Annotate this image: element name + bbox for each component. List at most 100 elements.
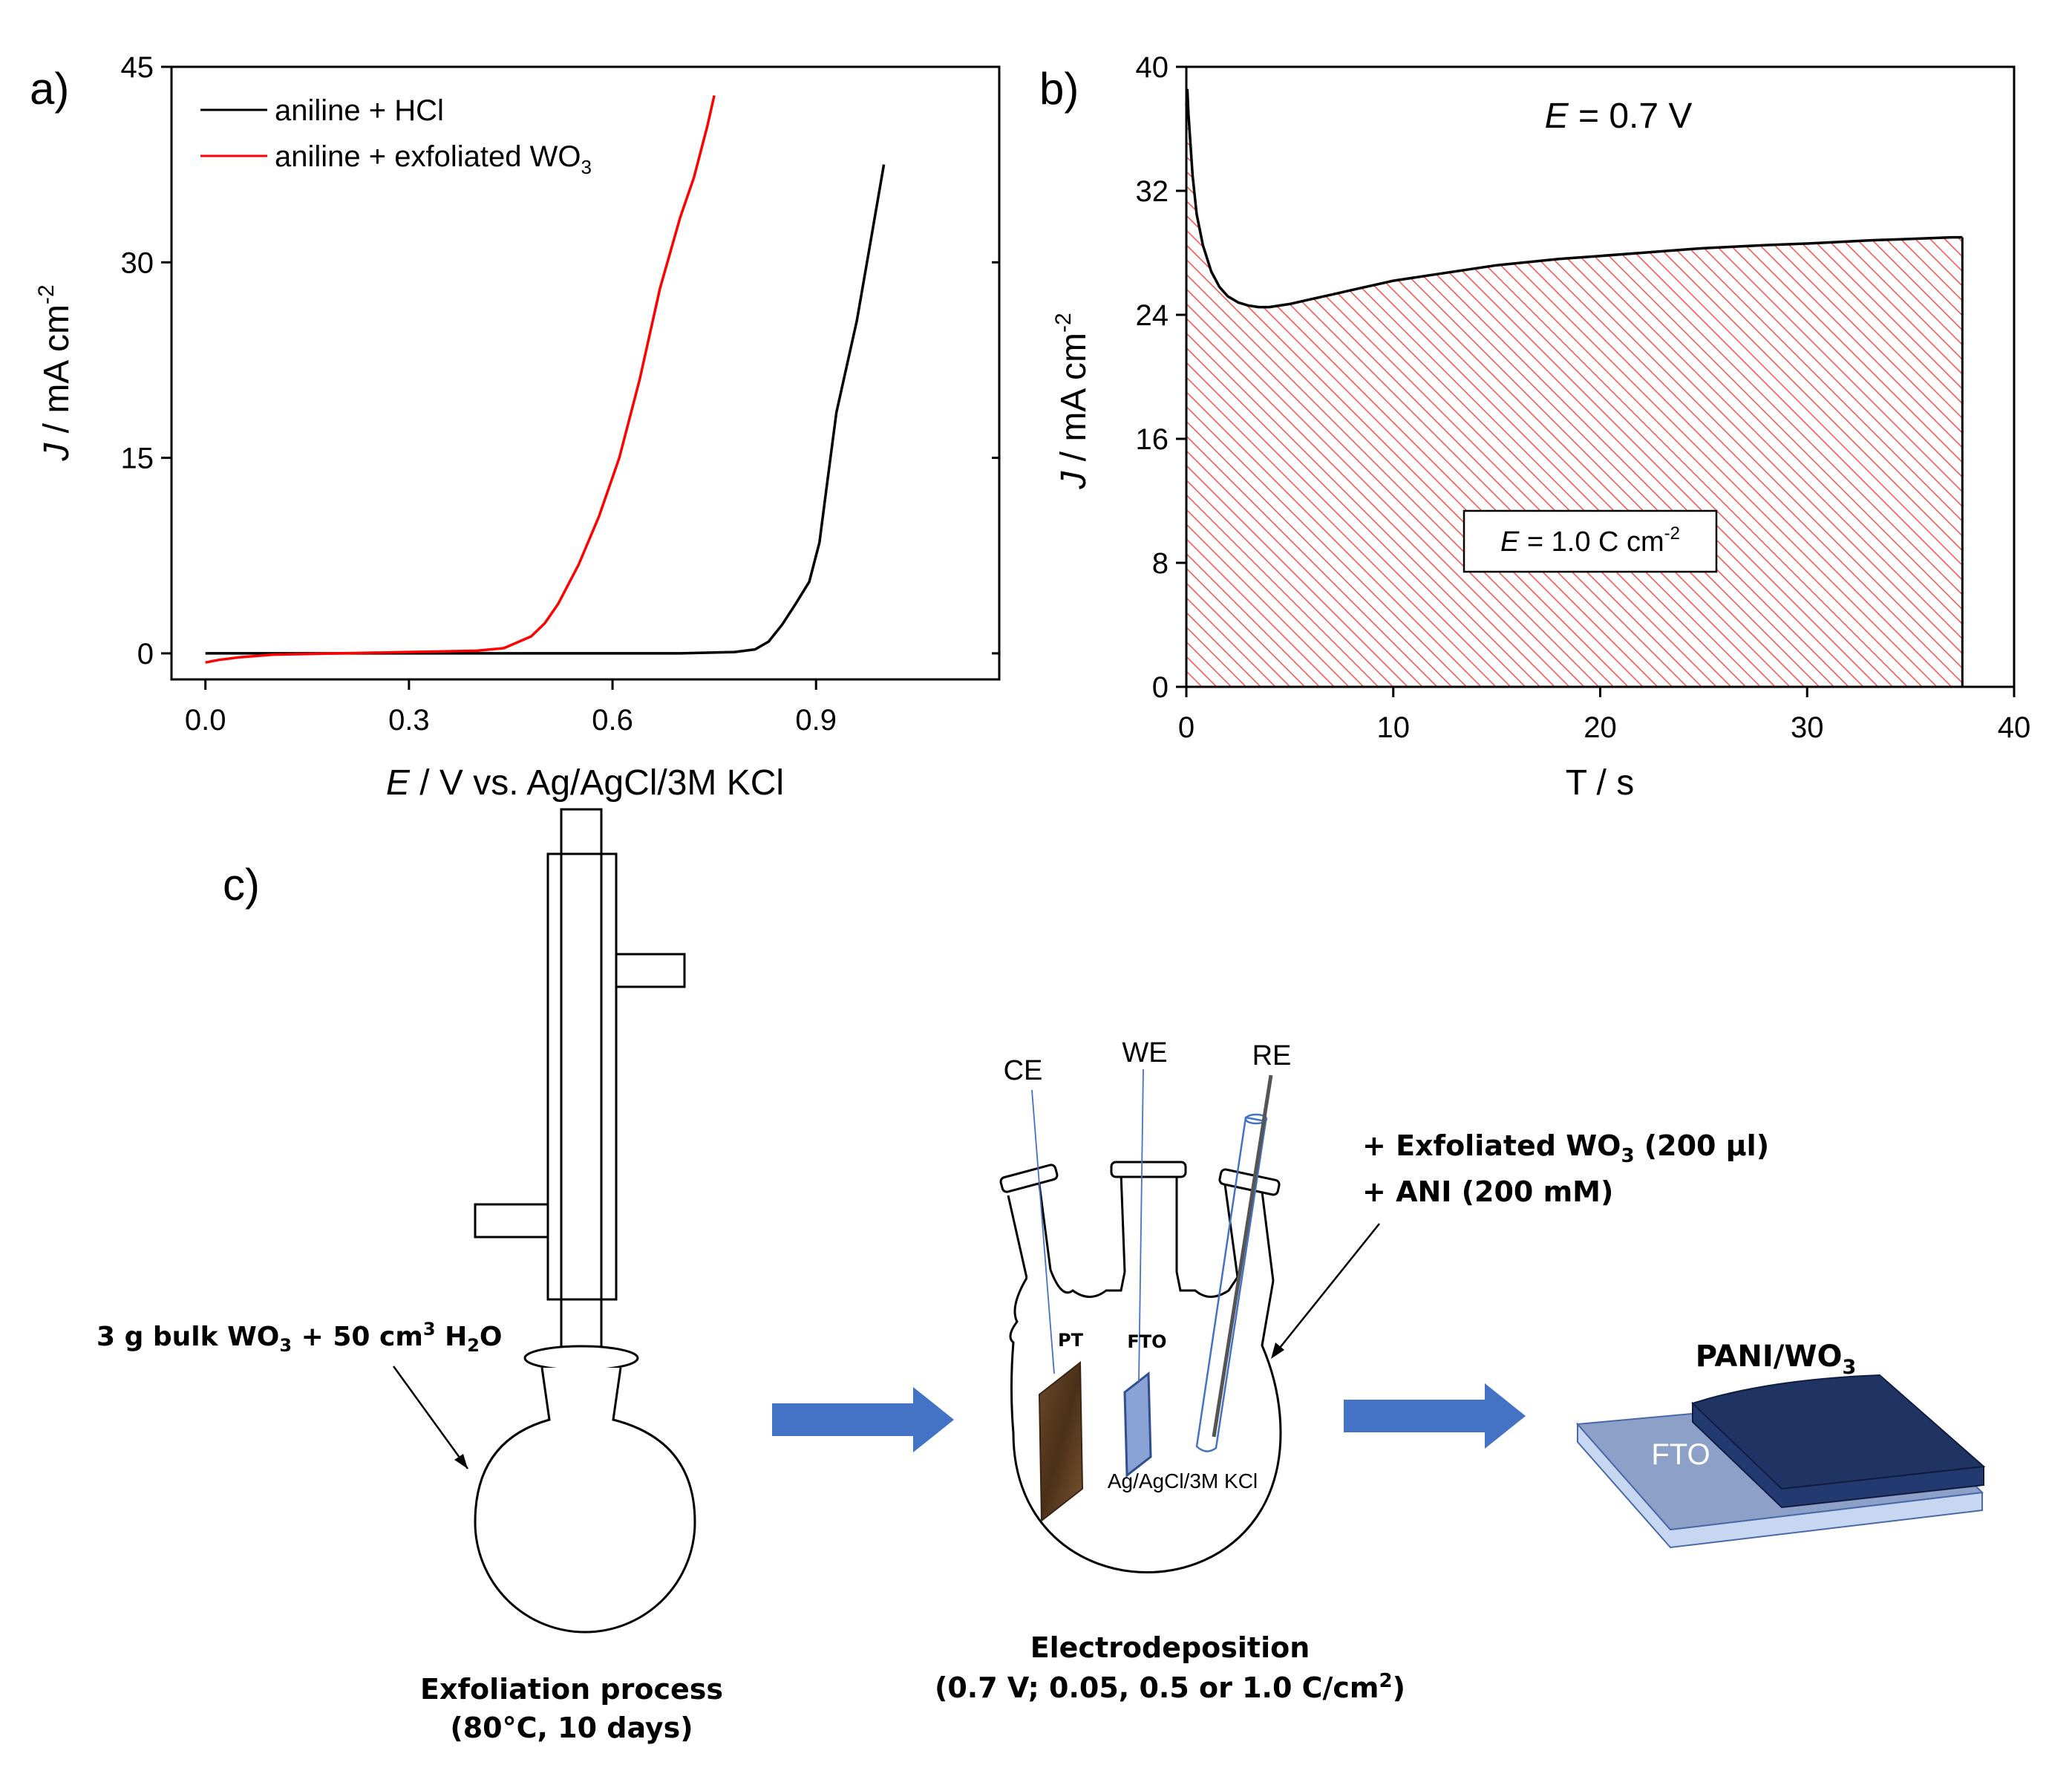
panel-b-annotation-top-italic: E <box>1545 97 1569 136</box>
pani-film-top <box>1691 1374 1986 1490</box>
panel-a-legend: aniline + HCl aniline + exfoliated WO3 <box>200 94 592 178</box>
panel-b-label: b) <box>1039 64 1079 114</box>
panel-b-area <box>1185 88 1964 688</box>
panel-b-ytick-label: 24 <box>1136 299 1169 332</box>
legend-label-hcl: aniline + HCl <box>275 94 444 127</box>
center-neck <box>1120 1172 1178 1273</box>
panel-a-ylabel: J / mA cm-2 <box>34 284 76 461</box>
panel-a-ticks: 0.0 0.3 0.6 0.9 0 15 30 45 <box>121 51 999 737</box>
flask1-label-main: 3 g bulk WO <box>97 1322 279 1352</box>
electrode-label-we: WE <box>1122 1037 1167 1068</box>
panel-b-xtick-label: 20 <box>1584 711 1617 744</box>
flow-arrow-1 <box>772 1387 954 1452</box>
panel-a-xtick-label: 0.3 <box>388 704 430 737</box>
ce-leader-line <box>1031 1089 1055 1374</box>
additive1-rest: (200 µl) <box>1635 1129 1770 1162</box>
left-neck-collar <box>999 1164 1059 1193</box>
panel-a-ylabel-rest: / mA cm <box>37 304 76 443</box>
substrate-label: FTO <box>1651 1438 1710 1471</box>
three-neck-flask-body <box>1009 1269 1282 1573</box>
product-label-main: PANI/WO <box>1696 1340 1843 1374</box>
condenser-outer-jacket <box>546 852 618 1301</box>
panel-a-xlabel: E / V vs. Ag/AgCl/3M KCl <box>386 763 784 803</box>
panel-a-series <box>205 95 886 664</box>
additive-pointer-arrow <box>1276 1223 1380 1352</box>
reference-electrode <box>1195 1074 1273 1452</box>
panel-b-ytick-label: 40 <box>1136 51 1169 84</box>
panel-b-ytick-label: 16 <box>1136 423 1169 456</box>
flask1-label: 3 g bulk WO3 + 50 cm3 H2O <box>97 1319 503 1356</box>
panel-b-annotation-box-italic: E <box>1500 526 1520 558</box>
process2-detail-end: ) <box>1393 1671 1405 1704</box>
panel-b-ytick-label: 0 <box>1152 671 1169 704</box>
panel-b-ylabel-rest: / mA cm <box>1054 333 1094 472</box>
panel-a-ytick-label: 30 <box>121 247 154 279</box>
process2-title: Electrodeposition <box>1030 1631 1310 1664</box>
electrode-label-re: RE <box>1252 1040 1292 1071</box>
flask-joint-collar <box>523 1345 639 1371</box>
panel-a-plot-frame <box>170 65 1001 681</box>
panel-a-ytick-label: 45 <box>121 51 154 84</box>
panel-c-label: c) <box>223 860 260 910</box>
reference-electrode-cap <box>1244 1113 1268 1125</box>
panel-a-ylabel-sup: -2 <box>34 284 59 304</box>
panel-b-annotation-box <box>1463 509 1718 573</box>
process1-title: Exfoliation process <box>420 1673 723 1706</box>
right-neck-collar <box>1218 1168 1281 1196</box>
panel-b: b) 0 10 20 30 40 0 8 16 24 32 40 E = 0.7 V E = 1.0… <box>1039 51 2030 803</box>
pt-label: PT <box>1058 1330 1084 1351</box>
panel-c: c) 3 g bulk WO3 + 50 cm3 H2O Exfoliation… <box>97 808 1986 1744</box>
condenser-outlet-port <box>615 953 686 988</box>
panel-b-ylabel-italic: J <box>1054 471 1094 490</box>
flask1-label-end: H <box>436 1322 468 1352</box>
flask1-label-sup: 3 <box>423 1319 436 1340</box>
series-line-aniline-wo3 <box>205 95 716 664</box>
additive1-main: + Exfoliated WO <box>1362 1129 1621 1162</box>
legend-label-wo3: aniline + exfoliated WO3 <box>275 140 592 178</box>
fto-small-label: FTO <box>1127 1331 1166 1352</box>
flask1-label-sub2: 2 <box>467 1335 480 1356</box>
center-neck-collar <box>1110 1161 1187 1178</box>
fto-working-electrode <box>1123 1371 1152 1478</box>
left-neck <box>1007 1184 1052 1279</box>
panel-b-ytick-label: 32 <box>1136 175 1169 208</box>
panel-a-xtick-label: 0.0 <box>185 704 226 737</box>
electrodeposition-cell: CE WE RE PT FTO Ag/AgCl/3M KCl <box>999 1037 1292 1573</box>
panel-a-xtick-label: 0.9 <box>795 704 837 737</box>
reference-electrode-wire <box>1212 1074 1273 1438</box>
process2-detail-sup: 2 <box>1379 1670 1393 1692</box>
panel-b-xtick-label: 30 <box>1791 711 1824 744</box>
panel-a-label: a) <box>30 64 69 114</box>
panel-b-ytick-label: 8 <box>1152 547 1169 580</box>
flask1-pointer-arrowhead <box>454 1454 468 1469</box>
exfoliation-flask-apparatus <box>474 808 696 1634</box>
flask1-pointer-arrow <box>392 1366 469 1469</box>
panel-b-ylabel-sup: -2 <box>1051 313 1076 333</box>
panel-a-xtick-label: 0.6 <box>592 704 633 737</box>
ref-label: Ag/AgCl/3M KCl <box>1108 1469 1258 1492</box>
series-line-aniline-hcl <box>205 164 886 655</box>
panel-b-annotation-top-rest: = 0.7 V <box>1569 97 1693 136</box>
flask1-label-rest: + 50 cm <box>292 1322 423 1352</box>
legend-label-wo3-sub: 3 <box>581 156 591 178</box>
flask1-label-sub: 3 <box>279 1335 292 1356</box>
panel-a-ytick-label: 0 <box>137 638 154 670</box>
condenser-inner-tube <box>560 808 603 1356</box>
product-label: PANI/WO3 <box>1696 1340 1857 1379</box>
product-label-sub: 3 <box>1842 1356 1856 1379</box>
process2-detail: (0.7 V; 0.05, 0.5 or 1.0 C/cm2) <box>935 1670 1405 1704</box>
additive-pointer-arrowhead <box>1271 1342 1284 1359</box>
process1-detail: (80°C, 10 days) <box>450 1712 693 1744</box>
condenser-inlet-port <box>474 1203 549 1239</box>
panel-b-xtick-label: 0 <box>1178 711 1194 744</box>
panel-a-xlabel-rest: / V vs. Ag/AgCl/3M KCl <box>410 763 784 803</box>
round-bottom-flask <box>474 1367 696 1634</box>
panel-b-annotation-box-sup: -2 <box>1664 523 1680 544</box>
panel-a-xlabel-italic: E <box>386 763 411 803</box>
panel-b-annotation-box-text: E = 1.0 C cm-2 <box>1500 523 1680 558</box>
panel-b-ylabel: J / mA cm-2 <box>1051 313 1094 489</box>
panel-b-xtick-label: 10 <box>1377 711 1411 744</box>
flow-arrow-2 <box>1344 1383 1526 1449</box>
legend-label-wo3-main: aniline + exfoliated WO <box>275 140 581 173</box>
